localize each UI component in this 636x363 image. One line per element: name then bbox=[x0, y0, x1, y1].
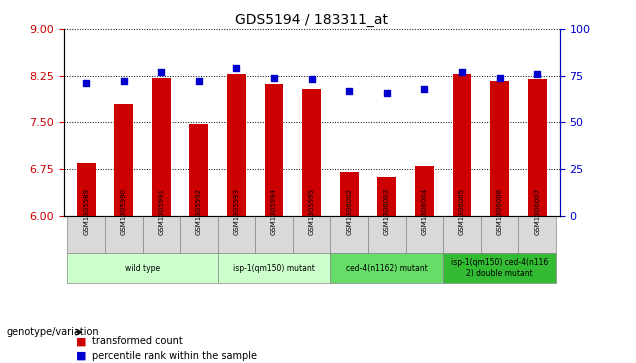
Point bbox=[194, 78, 204, 84]
Text: GSM1306004: GSM1306004 bbox=[422, 187, 427, 234]
FancyBboxPatch shape bbox=[293, 216, 331, 253]
Text: GSM1305989: GSM1305989 bbox=[83, 187, 89, 234]
FancyBboxPatch shape bbox=[255, 216, 293, 253]
Text: ■: ■ bbox=[76, 351, 87, 361]
Text: GSM1305990: GSM1305990 bbox=[121, 187, 127, 234]
Point bbox=[269, 75, 279, 81]
Text: ced-4(n1162) mutant: ced-4(n1162) mutant bbox=[346, 264, 427, 273]
Point bbox=[307, 77, 317, 82]
FancyBboxPatch shape bbox=[518, 216, 556, 253]
FancyBboxPatch shape bbox=[406, 216, 443, 253]
Bar bbox=[190, 124, 209, 216]
Text: isp-1(qm150) ced-4(n116
2) double mutant: isp-1(qm150) ced-4(n116 2) double mutant bbox=[451, 258, 548, 278]
Text: genotype/variation: genotype/variation bbox=[6, 327, 99, 337]
Bar bbox=[152, 78, 170, 216]
FancyBboxPatch shape bbox=[331, 216, 368, 253]
FancyBboxPatch shape bbox=[67, 216, 105, 253]
FancyBboxPatch shape bbox=[218, 216, 255, 253]
Bar bbox=[114, 104, 133, 216]
FancyBboxPatch shape bbox=[142, 216, 180, 253]
Text: transformed count: transformed count bbox=[92, 336, 183, 346]
Bar bbox=[227, 74, 246, 216]
Text: GSM1305992: GSM1305992 bbox=[196, 188, 202, 234]
Bar bbox=[490, 81, 509, 216]
Bar bbox=[77, 163, 95, 216]
FancyBboxPatch shape bbox=[481, 216, 518, 253]
Point bbox=[382, 90, 392, 95]
Bar bbox=[302, 89, 321, 216]
Text: GSM1305993: GSM1305993 bbox=[233, 187, 240, 234]
FancyBboxPatch shape bbox=[180, 216, 218, 253]
Text: isp-1(qm150) mutant: isp-1(qm150) mutant bbox=[233, 264, 315, 273]
Text: GSM1306005: GSM1306005 bbox=[459, 187, 465, 234]
Text: GSM1306003: GSM1306003 bbox=[384, 187, 390, 234]
Point bbox=[457, 69, 467, 75]
Point bbox=[81, 80, 91, 86]
FancyBboxPatch shape bbox=[67, 253, 218, 283]
FancyBboxPatch shape bbox=[443, 253, 556, 283]
Text: wild type: wild type bbox=[125, 264, 160, 273]
FancyBboxPatch shape bbox=[105, 216, 142, 253]
Point bbox=[156, 69, 167, 75]
FancyBboxPatch shape bbox=[443, 216, 481, 253]
Text: GSM1305994: GSM1305994 bbox=[271, 188, 277, 234]
Text: GSM1306007: GSM1306007 bbox=[534, 187, 540, 234]
Point bbox=[532, 71, 543, 77]
Text: GSM1306006: GSM1306006 bbox=[497, 187, 502, 234]
Text: GSM1306002: GSM1306002 bbox=[346, 187, 352, 234]
FancyBboxPatch shape bbox=[218, 253, 331, 283]
Text: GSM1305995: GSM1305995 bbox=[308, 188, 315, 234]
Point bbox=[494, 75, 504, 81]
Text: ■: ■ bbox=[76, 336, 87, 346]
Point bbox=[344, 88, 354, 94]
FancyBboxPatch shape bbox=[368, 216, 406, 253]
Bar bbox=[265, 84, 284, 216]
Point bbox=[232, 65, 242, 71]
FancyBboxPatch shape bbox=[331, 253, 443, 283]
Point bbox=[119, 78, 129, 84]
Bar bbox=[453, 74, 471, 216]
Bar bbox=[377, 177, 396, 216]
Text: GSM1305991: GSM1305991 bbox=[158, 187, 164, 234]
Bar bbox=[340, 172, 359, 216]
Title: GDS5194 / 183311_at: GDS5194 / 183311_at bbox=[235, 13, 388, 26]
Bar bbox=[528, 79, 546, 216]
Bar bbox=[415, 166, 434, 216]
Point bbox=[419, 86, 429, 92]
Text: percentile rank within the sample: percentile rank within the sample bbox=[92, 351, 257, 361]
